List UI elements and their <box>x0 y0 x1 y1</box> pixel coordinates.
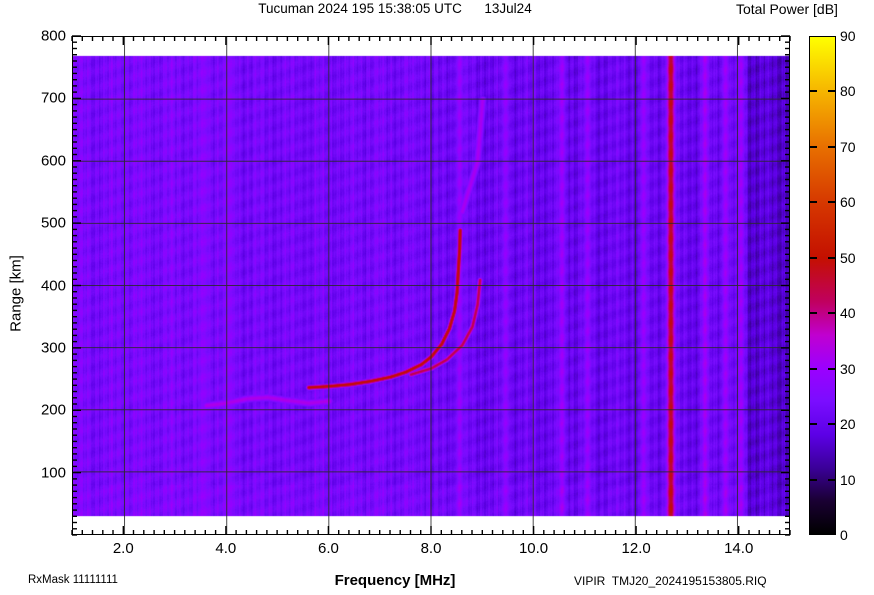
x-tick-label: 12.0 <box>621 540 651 557</box>
x-tick-label: 8.0 <box>420 540 442 557</box>
x-axis-title: Frequency [MHz] <box>334 572 456 589</box>
page-title: Tucuman 2024 195 15:38:05 UTC 13Jul24 <box>258 1 532 16</box>
y-axis-title: Range [km] <box>7 255 25 332</box>
y-tick-label: 200 <box>40 401 66 419</box>
colorbar-tick-label: 50 <box>840 249 856 266</box>
y-tick-label: 400 <box>40 277 66 294</box>
y-tick-label: 500 <box>40 214 66 232</box>
colorbar-tick-label: 80 <box>840 83 856 100</box>
y-axis-tick-labels: 100 200 300 400 500 600 700 800 <box>0 0 66 595</box>
x-tick-label: 14.0 <box>724 540 754 557</box>
colorbar-tick-label: 70 <box>840 138 856 155</box>
rxmask-label: RxMask 11111111 <box>28 574 118 586</box>
colorbar-tick-label: 40 <box>840 305 856 322</box>
colorbar-tick-label: 0 <box>840 527 848 543</box>
x-tick-label: 2.0 <box>112 540 134 557</box>
colorbar-tick-label: 90 <box>840 28 856 44</box>
colorbar-gradient <box>809 36 836 535</box>
y-tick-label: 800 <box>40 27 66 45</box>
colorbar-tick-label: 20 <box>840 416 856 433</box>
colorbar-tick-label: 30 <box>840 360 856 377</box>
ionogram-heatmap <box>73 37 789 534</box>
colorbar-title: Total Power [dB] <box>736 1 838 17</box>
y-tick-label: 600 <box>40 152 66 170</box>
x-tick-label: 6.0 <box>317 540 339 557</box>
y-tick-label: 100 <box>40 464 66 482</box>
y-tick-label: 700 <box>40 89 66 107</box>
plot-area[interactable] <box>72 36 790 535</box>
x-tick-label: 4.0 <box>215 540 237 557</box>
colorbar-tick-label: 10 <box>840 471 856 488</box>
y-tick-label: 300 <box>40 339 66 357</box>
source-file-label: VIPIR TMJ20_2024195153805.RIQ <box>574 574 767 588</box>
x-tick-label: 10.0 <box>518 540 549 557</box>
colorbar[interactable] <box>809 36 836 535</box>
colorbar-tick-label: 60 <box>840 194 856 211</box>
